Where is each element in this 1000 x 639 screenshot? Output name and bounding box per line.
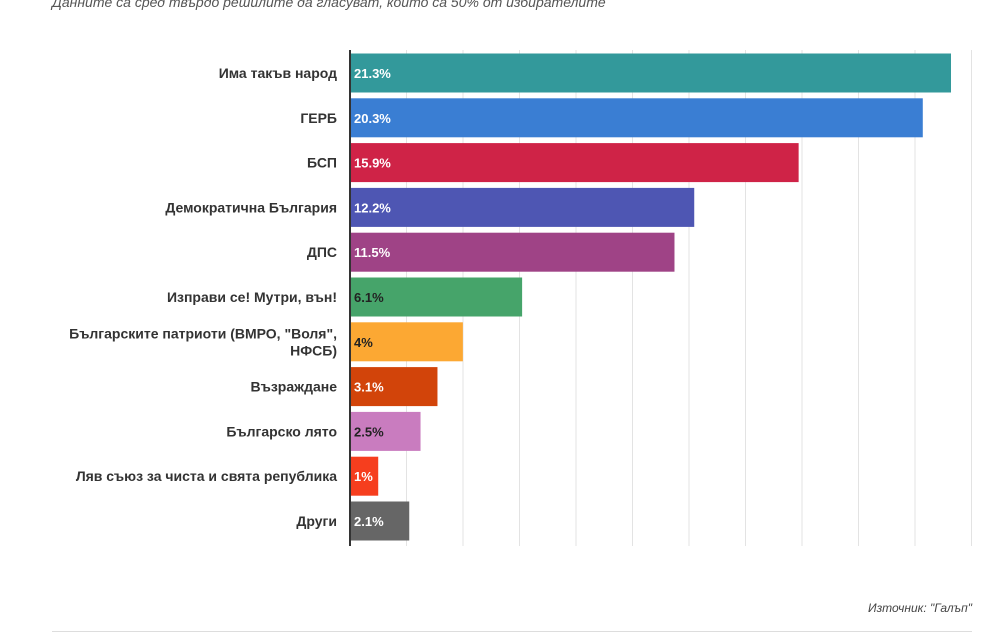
category-label: Възраждане bbox=[251, 379, 338, 395]
category-label: ДПС bbox=[307, 244, 337, 260]
value-label: 15.9% bbox=[354, 156, 391, 171]
bar bbox=[350, 98, 923, 138]
value-label: 2.5% bbox=[354, 424, 384, 439]
category-label: Ляв съюз за чиста и свята република bbox=[76, 468, 337, 484]
category-label: ГЕРБ bbox=[300, 110, 337, 126]
source-note: Източник: "Галъп" bbox=[868, 601, 972, 615]
bar bbox=[350, 501, 410, 541]
bars bbox=[350, 53, 951, 541]
value-label: 12.2% bbox=[354, 200, 391, 215]
value-labels: 21.3% 20.3% 15.9% 12.2% 11.5% 6.1% 4% 3.1% 2.5% 1… bbox=[354, 66, 391, 529]
value-label: 20.3% bbox=[354, 111, 391, 126]
bar bbox=[350, 277, 523, 317]
bar bbox=[350, 53, 951, 93]
category-label: Българските патриоти (ВМРО, "Воля", НФСБ) bbox=[69, 325, 337, 358]
bar bbox=[350, 143, 799, 183]
category-label: Българско лято bbox=[226, 423, 337, 439]
value-label: 2.1% bbox=[354, 514, 384, 529]
category-label: Има такъв народ bbox=[219, 65, 337, 81]
bar bbox=[350, 187, 695, 227]
category-label: Демократична България bbox=[165, 199, 337, 215]
bar bbox=[350, 322, 463, 362]
bar-chart: Има такъв народ ГЕРБ БСП Демократична Бълга… bbox=[69, 50, 972, 546]
category-labels: Има такъв народ ГЕРБ БСП Демократична Бълга… bbox=[69, 65, 337, 529]
value-label: 11.5% bbox=[354, 245, 391, 260]
bar bbox=[350, 456, 379, 496]
value-label: 4% bbox=[354, 335, 373, 350]
bar bbox=[350, 367, 438, 407]
chart-subtitle: Данните са сред твърдо решилите да гласу… bbox=[52, 0, 606, 10]
category-label: БСП bbox=[307, 155, 337, 171]
category-label: Изправи се! Мутри, вън! bbox=[167, 289, 337, 305]
bottom-divider bbox=[52, 631, 972, 632]
category-label: Други bbox=[296, 513, 337, 529]
value-label: 21.3% bbox=[354, 66, 391, 81]
bar bbox=[350, 411, 421, 451]
value-label: 6.1% bbox=[354, 290, 384, 305]
value-label: 1% bbox=[354, 469, 373, 484]
value-label: 3.1% bbox=[354, 380, 384, 395]
bar bbox=[350, 232, 675, 272]
